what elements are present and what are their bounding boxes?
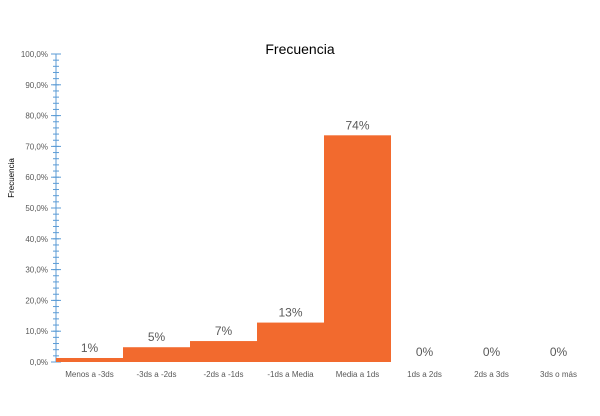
y-tick-label: 30,0% xyxy=(25,266,48,275)
y-tick-label: 100,0% xyxy=(21,50,48,59)
x-tick-label: 1ds a 2ds xyxy=(407,370,442,379)
data-label: 0% xyxy=(550,345,568,359)
y-tick-label: 90,0% xyxy=(25,81,48,90)
x-tick-label: -1ds a Media xyxy=(267,370,314,379)
data-label: 7% xyxy=(215,324,233,338)
chart-title: Frecuencia xyxy=(265,41,334,57)
x-tick-label: -2ds a -1ds xyxy=(203,370,243,379)
data-label: 1% xyxy=(81,341,99,355)
x-tick-label: -3ds a -2ds xyxy=(136,370,176,379)
y-tick-label: 60,0% xyxy=(25,173,48,182)
bars: 1% 5% 7% 13% 74% 0% 0% 0% xyxy=(56,118,568,362)
y-tick-label: 70,0% xyxy=(25,142,48,151)
y-tick-label: 0,0% xyxy=(30,358,48,367)
x-tick-label: 2ds a 3ds xyxy=(474,370,509,379)
data-label: 0% xyxy=(416,345,434,359)
data-label: 13% xyxy=(278,306,302,320)
bar xyxy=(190,341,257,362)
x-tick-label: Menos a -3ds xyxy=(65,370,113,379)
bar xyxy=(123,347,190,362)
y-tick-label: 50,0% xyxy=(25,204,48,213)
bar xyxy=(56,357,123,362)
bar xyxy=(324,135,391,362)
bar xyxy=(257,322,324,362)
data-label: 5% xyxy=(148,330,166,344)
x-axis: Menos a -3ds -3ds a -2ds -2ds a -1ds -1ds a… xyxy=(65,370,577,379)
data-label: 0% xyxy=(483,345,501,359)
y-axis: 0,0% 10,0% 20,0% 30,0% 40,0% 50,0% 60,0% 70,0% 8… xyxy=(21,50,61,367)
y-tick-label: 20,0% xyxy=(25,296,48,305)
x-tick-label: Media a 1ds xyxy=(336,370,380,379)
y-tick-label: 40,0% xyxy=(25,235,48,244)
x-tick-label: 3ds o más xyxy=(540,370,577,379)
y-tick-label: 10,0% xyxy=(25,327,48,336)
y-tick-label: 80,0% xyxy=(25,112,48,121)
data-label: 74% xyxy=(345,118,369,132)
y-axis-label: Frecuencia xyxy=(7,158,16,198)
